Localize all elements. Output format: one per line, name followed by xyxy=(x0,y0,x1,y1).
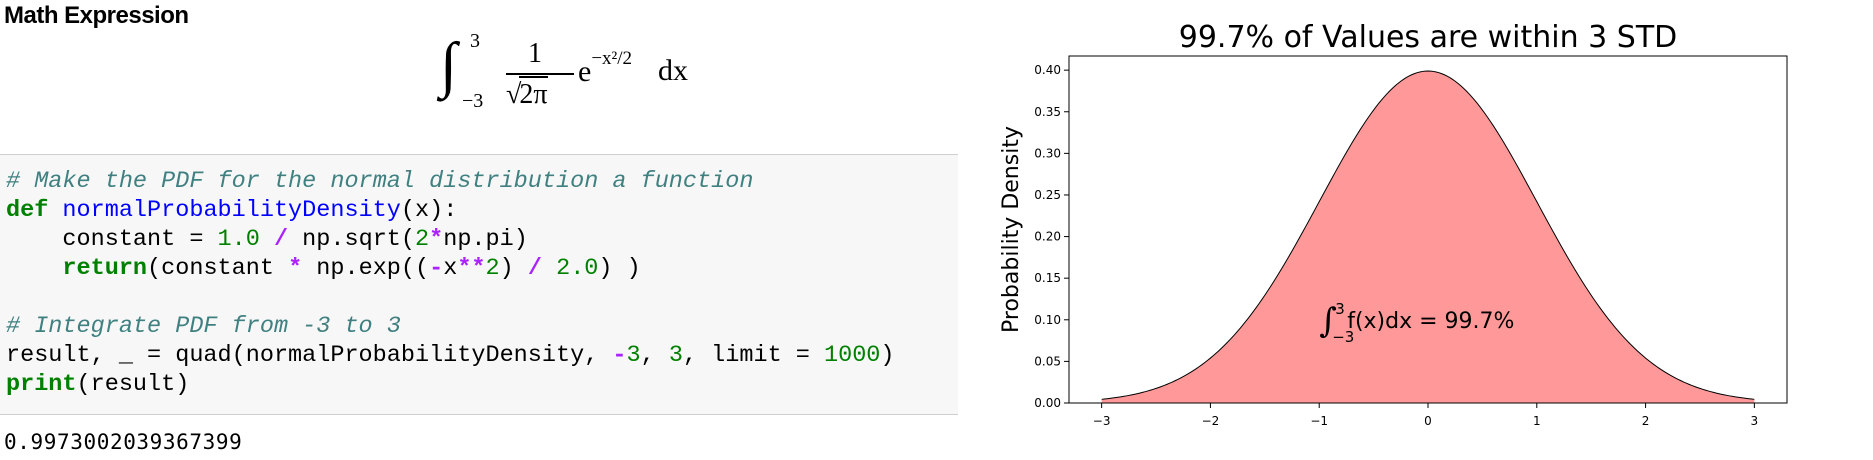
annotation-lower-limit: −3 xyxy=(1332,328,1354,346)
x-tick-label: 2 xyxy=(1642,414,1650,428)
code-line: constant = 1.0 / np.sqrt(2*np.pi) xyxy=(6,226,528,253)
radicand: 2π xyxy=(519,76,548,111)
fraction-bar xyxy=(506,73,574,75)
exponent: −x²/2 xyxy=(591,48,633,69)
code-line: # Integrate PDF from -3 to 3 xyxy=(6,313,401,340)
code-line: result, _ = quad(normalProbabilityDensit… xyxy=(6,342,895,369)
code-line: print(result) xyxy=(6,371,190,398)
exponential-base: e xyxy=(578,55,592,88)
x-tick-label: −1 xyxy=(1310,414,1328,428)
y-tick-label: 0.05 xyxy=(1034,354,1061,368)
x-tick-label: 3 xyxy=(1751,414,1759,428)
exponential-term: e−x²/2 xyxy=(578,48,632,89)
normal-distribution-chart: −3 −2 −1 0 1 2 3 0.00 0.05 0.10 0.15 0.20 0.25 0.30 0.… xyxy=(999,20,1788,428)
annotation-upper-limit: 3 xyxy=(1335,300,1345,318)
code-line: # Make the PDF for the normal distributi… xyxy=(6,168,753,195)
code-cell[interactable]: # Make the PDF for the normal distributi… xyxy=(0,154,958,415)
y-tick-label: 0.20 xyxy=(1034,230,1061,244)
y-tick-label: 0.10 xyxy=(1034,313,1061,327)
y-tick-label: 0.35 xyxy=(1034,105,1061,119)
integral-sign: ∫ xyxy=(440,31,457,99)
y-axis-label: Probability Density xyxy=(999,126,1024,333)
code-line: def normalProbabilityDensity(x): xyxy=(6,197,458,224)
fraction-numerator: 1 xyxy=(528,38,542,69)
integral-upper-limit: 3 xyxy=(470,30,480,52)
x-tick-label: −3 xyxy=(1093,414,1111,428)
cell-output: 0.9973002039367399 xyxy=(4,430,243,454)
y-tick-label: 0.30 xyxy=(1034,146,1061,160)
y-tick-label: 0.00 xyxy=(1034,396,1061,410)
pdf-curve xyxy=(1101,70,1755,400)
math-expression: ∫ 3 −3 1 √2π e−x²/2 dx xyxy=(440,28,700,123)
y-tick-label: 0.25 xyxy=(1034,188,1061,202)
x-tick-label: 0 xyxy=(1424,414,1432,428)
y-tick-label: 0.40 xyxy=(1034,63,1061,77)
chart-title: 99.7% of Values are within 3 STD xyxy=(1179,20,1678,55)
code-comment: # Integrate PDF from -3 to 3 xyxy=(6,313,401,340)
filled-area xyxy=(1101,71,1755,403)
annotation-integral-sign: ∫ xyxy=(1319,301,1337,341)
page-title: Math Expression xyxy=(4,2,189,29)
code-block[interactable]: # Make the PDF for the normal distributi… xyxy=(0,155,958,399)
x-tick-label: 1 xyxy=(1533,414,1541,428)
differential: dx xyxy=(658,54,688,87)
code-line: return(constant * np.exp((-x**2) / 2.0) … xyxy=(62,255,641,282)
code-comment: # Make the PDF for the normal distributi… xyxy=(6,168,754,195)
y-tick-label: 0.15 xyxy=(1034,271,1061,285)
x-tick-label: −2 xyxy=(1202,414,1220,428)
fraction-denominator: √2π xyxy=(506,76,548,111)
annotation-text: f(x)dx = 99.7% xyxy=(1347,309,1514,334)
integral-lower-limit: −3 xyxy=(462,90,484,112)
